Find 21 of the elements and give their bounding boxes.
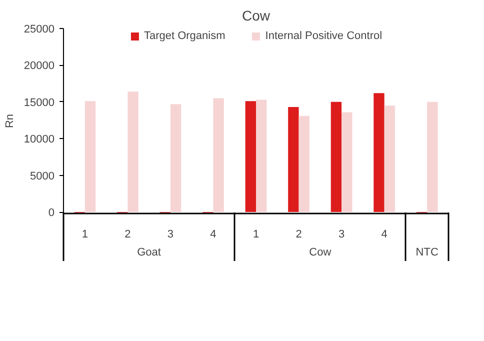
text: NTC xyxy=(416,246,438,258)
y-tick-label: 15000 xyxy=(24,96,55,109)
y-tick-label: 0 xyxy=(48,207,55,220)
x-tick-label: 4 xyxy=(381,228,388,240)
chart-title: Cow xyxy=(242,8,271,24)
y-tick-label: 10000 xyxy=(24,134,55,146)
legend-label: Target Organism xyxy=(144,30,226,42)
text: Cow xyxy=(309,246,332,258)
legend-label: Internal Positive Control xyxy=(265,30,382,42)
x-tick-label: 4 xyxy=(210,228,216,240)
x-tick-label: 2 xyxy=(124,228,131,240)
y-tick-label: 25000 xyxy=(24,24,55,36)
x-tick-label: 3 xyxy=(167,228,174,240)
y-tick-label: 20000 xyxy=(24,60,55,72)
x-tick-label: 2 xyxy=(296,228,302,240)
text: Goat xyxy=(137,246,161,258)
x-tick-label: 3 xyxy=(338,228,345,240)
y-tick-label: 5000 xyxy=(30,170,55,182)
x-tick-label: 1 xyxy=(82,228,88,240)
y-axis-title: Rn xyxy=(4,114,16,128)
x-tick-label: 1 xyxy=(252,228,260,240)
